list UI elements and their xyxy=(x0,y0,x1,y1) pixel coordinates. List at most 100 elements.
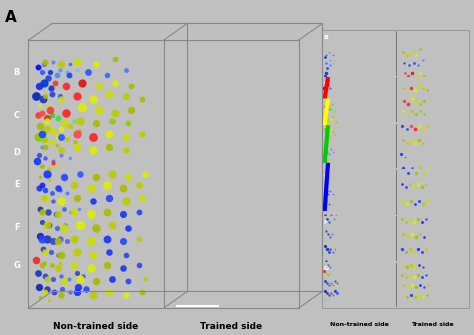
Point xyxy=(403,141,410,146)
Point xyxy=(49,198,57,204)
Point xyxy=(76,222,83,228)
Point xyxy=(36,295,44,300)
Point xyxy=(408,166,415,171)
Point xyxy=(106,249,113,255)
Point xyxy=(415,272,422,278)
Point xyxy=(103,182,110,188)
Point xyxy=(76,118,83,123)
Point xyxy=(57,62,64,67)
Point xyxy=(111,80,118,86)
Point xyxy=(407,292,415,298)
Point xyxy=(415,181,422,187)
Point xyxy=(47,139,55,145)
Point xyxy=(415,62,422,68)
Point xyxy=(138,96,146,102)
Point xyxy=(419,57,427,63)
Point xyxy=(417,47,424,52)
Point xyxy=(34,113,41,118)
Point xyxy=(321,104,328,109)
Point xyxy=(73,59,81,64)
Point xyxy=(136,209,143,214)
Point xyxy=(41,94,48,99)
Point xyxy=(57,292,64,297)
Point xyxy=(36,233,44,239)
Point xyxy=(55,185,62,190)
Point xyxy=(79,80,86,86)
Point xyxy=(57,198,64,204)
Point xyxy=(128,83,135,88)
Point xyxy=(419,85,427,90)
Point xyxy=(323,290,331,296)
Point xyxy=(49,239,57,244)
Point xyxy=(92,174,100,180)
Point xyxy=(36,102,44,107)
Point xyxy=(399,138,407,143)
Text: F: F xyxy=(324,220,328,225)
Point xyxy=(404,234,411,240)
Point xyxy=(415,82,423,88)
Point xyxy=(53,163,61,169)
Point xyxy=(420,234,428,240)
Point xyxy=(33,158,40,163)
Point xyxy=(119,212,127,217)
Point xyxy=(74,284,82,289)
Point xyxy=(419,141,427,146)
Point xyxy=(56,260,64,265)
Point xyxy=(321,127,328,132)
Point xyxy=(55,115,62,121)
Point xyxy=(402,185,410,190)
Point xyxy=(321,212,329,217)
Point xyxy=(125,279,132,284)
Point xyxy=(415,292,423,298)
Point xyxy=(125,225,132,230)
Point xyxy=(72,236,79,241)
Point xyxy=(73,67,80,72)
Point xyxy=(410,220,418,225)
Point xyxy=(38,263,46,268)
Point xyxy=(87,265,94,271)
Point xyxy=(328,60,336,65)
Point xyxy=(119,239,127,244)
Point xyxy=(398,247,406,252)
Point xyxy=(416,231,423,237)
Point xyxy=(46,177,53,182)
Point xyxy=(75,206,83,212)
Point xyxy=(56,67,64,72)
Point xyxy=(326,264,334,269)
Point xyxy=(323,70,330,76)
Point xyxy=(406,247,414,252)
Point xyxy=(323,106,331,112)
Point xyxy=(95,83,102,88)
Point xyxy=(66,62,74,67)
Point xyxy=(327,85,334,90)
Point xyxy=(122,252,129,257)
Point xyxy=(326,127,334,132)
Point xyxy=(330,109,338,114)
Point xyxy=(407,49,415,55)
Point xyxy=(332,119,339,125)
Point xyxy=(60,121,67,126)
Point xyxy=(401,60,408,65)
Point xyxy=(401,154,409,160)
Point xyxy=(420,98,428,104)
Point xyxy=(36,174,44,180)
Point xyxy=(79,273,87,279)
Point xyxy=(411,264,419,269)
Point xyxy=(399,262,407,267)
Point xyxy=(328,129,336,135)
Point xyxy=(424,282,432,288)
Point xyxy=(326,135,334,140)
Point xyxy=(402,249,410,255)
Point xyxy=(60,225,67,230)
Point xyxy=(38,70,46,75)
Text: B: B xyxy=(13,68,20,77)
Point xyxy=(410,60,418,65)
Point xyxy=(404,73,412,78)
Point xyxy=(106,289,113,295)
Point xyxy=(424,166,432,171)
Point xyxy=(403,127,410,132)
Point xyxy=(324,77,332,83)
Point xyxy=(40,196,48,201)
Point xyxy=(327,57,334,63)
Point xyxy=(103,236,110,241)
